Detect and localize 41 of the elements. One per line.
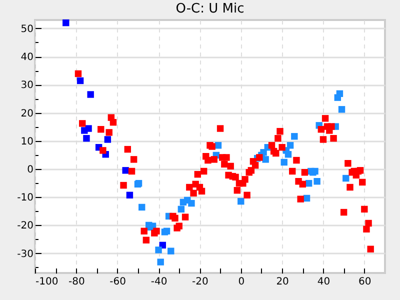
point xyxy=(104,136,112,143)
point xyxy=(122,167,129,174)
point xyxy=(338,106,346,113)
x-tick-label: -40 xyxy=(150,276,168,288)
point xyxy=(157,258,164,266)
y-tick-label: -20 xyxy=(17,220,34,232)
y-tick-label: 0 xyxy=(27,164,34,176)
y-tick-label: 20 xyxy=(20,108,34,120)
point xyxy=(62,19,70,26)
point xyxy=(168,248,174,254)
point xyxy=(76,77,84,84)
y-tick-label: 30 xyxy=(20,80,34,92)
x-tick-label: -80 xyxy=(68,276,85,288)
point xyxy=(238,198,244,205)
point xyxy=(138,204,146,211)
y-tick-label: -10 xyxy=(17,192,34,204)
point xyxy=(291,133,298,140)
x-tick-label: -20 xyxy=(192,276,208,288)
point xyxy=(126,192,134,198)
y-tick-label: 40 xyxy=(20,52,34,64)
chart-title: O-C: U Mic xyxy=(176,1,244,16)
point xyxy=(314,178,320,185)
y-tick-label: -30 xyxy=(17,248,34,260)
x-tick-label: 60 xyxy=(358,276,372,288)
y-tick-label: 50 xyxy=(20,24,34,35)
point xyxy=(87,91,94,98)
point xyxy=(178,206,185,213)
point xyxy=(284,151,292,158)
x-tick-label: -100 xyxy=(36,276,58,288)
point xyxy=(336,90,344,98)
point xyxy=(81,127,88,134)
point xyxy=(188,200,195,207)
x-tick-label: 20 xyxy=(276,276,289,288)
point xyxy=(342,174,350,182)
x-tick-label: -60 xyxy=(110,276,126,288)
x-tick-label: 0 xyxy=(238,276,245,288)
point xyxy=(280,158,288,166)
point xyxy=(155,246,162,254)
y-tick-label: 10 xyxy=(20,136,34,148)
point xyxy=(83,134,90,142)
x-tick-label: 40 xyxy=(317,276,330,288)
